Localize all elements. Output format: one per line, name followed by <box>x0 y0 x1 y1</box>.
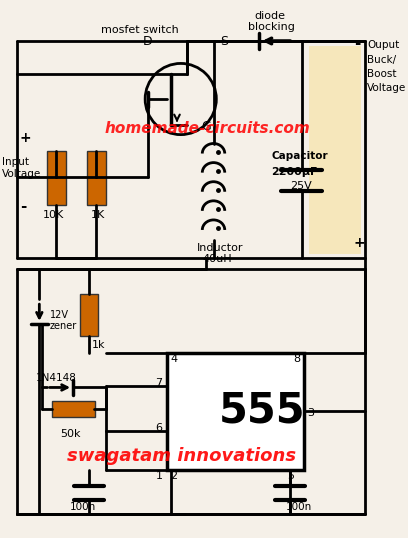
Text: 25V: 25V <box>290 181 312 191</box>
Bar <box>309 46 361 253</box>
Text: 12V: 12V <box>50 310 69 320</box>
Text: Voltage: Voltage <box>367 83 406 93</box>
Text: 100n: 100n <box>286 502 312 512</box>
Bar <box>80 294 98 336</box>
Text: S: S <box>220 35 228 48</box>
Bar <box>47 152 66 205</box>
Text: 40uH: 40uH <box>202 254 232 264</box>
Text: 10K: 10K <box>43 210 64 220</box>
Bar <box>309 46 361 253</box>
Text: 5: 5 <box>288 471 295 482</box>
Text: 1: 1 <box>155 471 162 482</box>
Text: 100n: 100n <box>70 502 96 512</box>
Text: 1k: 1k <box>92 340 105 350</box>
Text: Capacitor: Capacitor <box>272 151 328 161</box>
Text: 7: 7 <box>155 378 162 387</box>
Bar <box>53 401 95 417</box>
Text: +: + <box>20 131 31 145</box>
Text: Input: Input <box>2 157 29 167</box>
Text: 1N4148: 1N4148 <box>35 373 76 383</box>
Text: +: + <box>354 236 366 250</box>
Text: 555: 555 <box>219 390 305 431</box>
Text: zener: zener <box>50 321 77 331</box>
Text: Inductor: Inductor <box>197 243 243 253</box>
Text: Voltage: Voltage <box>2 169 41 179</box>
Text: Boost: Boost <box>367 68 397 79</box>
Text: 2: 2 <box>171 471 177 482</box>
Text: diode: diode <box>255 11 286 22</box>
Text: 8: 8 <box>293 354 300 364</box>
Text: swagatam innovations: swagatam innovations <box>67 447 297 464</box>
Text: 4: 4 <box>171 354 177 364</box>
Text: Buck/: Buck/ <box>367 54 396 65</box>
Text: -: - <box>20 200 26 215</box>
Text: 50k: 50k <box>60 429 80 439</box>
Text: Ouput: Ouput <box>367 40 399 51</box>
Text: D: D <box>142 35 152 48</box>
Text: 6: 6 <box>155 422 162 433</box>
Bar <box>309 46 361 253</box>
Text: homemade-circuits.com: homemade-circuits.com <box>105 121 310 136</box>
Text: -: - <box>354 36 360 51</box>
Text: mosfet switch: mosfet switch <box>101 25 179 36</box>
Bar <box>309 46 361 253</box>
Text: 2200μF: 2200μF <box>272 167 318 177</box>
Bar <box>167 353 304 470</box>
Text: 3: 3 <box>307 408 314 418</box>
Text: 1K: 1K <box>91 210 105 220</box>
Text: G: G <box>201 120 211 133</box>
Text: blocking: blocking <box>248 22 295 32</box>
Bar <box>87 152 106 205</box>
Bar <box>309 46 361 253</box>
